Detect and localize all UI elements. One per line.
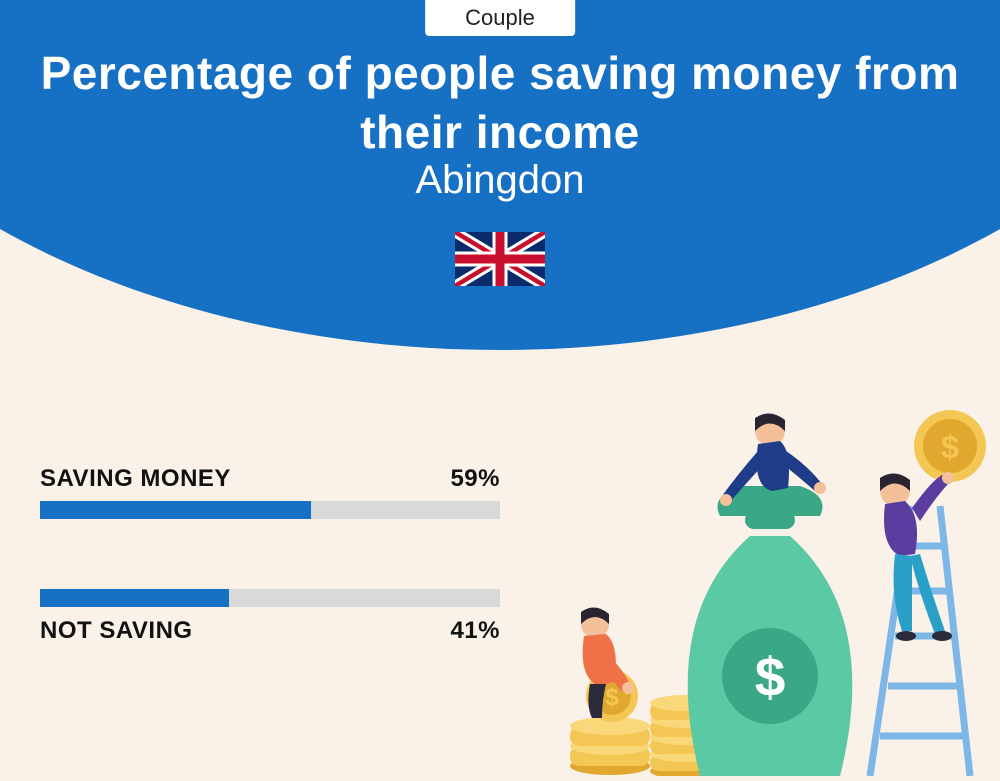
bar-label-row: NOT SAVING 41% <box>40 617 500 645</box>
bar-label: SAVING MONEY <box>40 465 231 493</box>
bar-fill <box>40 589 229 607</box>
badge-label: Couple <box>465 5 535 30</box>
person-ladder-icon: $ <box>880 410 986 641</box>
page-title: Percentage of people saving money from t… <box>0 44 1000 162</box>
bar-fill <box>40 501 311 519</box>
person-seated-icon: $ <box>581 607 638 722</box>
svg-text:$: $ <box>755 646 786 708</box>
location-subtitle: Abingdon <box>0 158 1000 203</box>
bar-track <box>40 589 500 607</box>
svg-text:$: $ <box>605 684 619 711</box>
savings-illustration: $ $ <box>540 396 1000 776</box>
bar-label: NOT SAVING <box>40 617 193 645</box>
bar-value: 41% <box>450 617 500 645</box>
bar-label-row: SAVING MONEY 59% <box>40 465 500 493</box>
bar-saving-money: SAVING MONEY 59% <box>40 465 500 519</box>
bar-track <box>40 501 500 519</box>
bar-value: 59% <box>450 465 500 493</box>
bars-container: SAVING MONEY 59% NOT SAVING 41% <box>40 465 500 715</box>
bar-not-saving: NOT SAVING 41% <box>40 589 500 645</box>
money-bag-icon: $ <box>688 486 853 776</box>
ladder-icon <box>870 506 970 776</box>
demographic-badge: Couple <box>425 0 575 36</box>
uk-flag-icon <box>455 232 545 286</box>
svg-text:$: $ <box>941 429 959 465</box>
